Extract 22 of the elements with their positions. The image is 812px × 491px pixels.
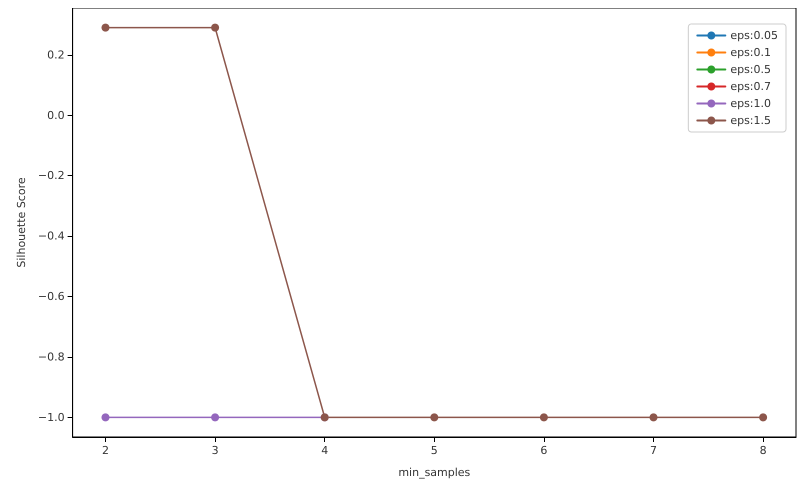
y-tick-label: 0.0 [47,108,65,122]
y-tick-label: 0.2 [47,48,65,62]
y-tick-label: −0.4 [38,230,65,243]
legend-label: eps:0.5 [730,63,772,76]
legend-label: eps:0.05 [730,29,778,42]
y-tick-label: −0.6 [38,290,65,304]
legend-label: eps:1.0 [730,97,772,110]
x-tick-label: 4 [321,444,328,457]
x-tick-label: 2 [102,444,109,457]
x-axis-title: min_samples [398,466,471,479]
legend-label: eps:1.5 [730,114,772,127]
y-tick-label: −0.2 [38,169,65,182]
y-tick-label: −1.0 [38,410,65,424]
x-tick-label: 6 [540,444,548,457]
y-tick-label: −0.8 [38,350,65,364]
x-tick-label: 3 [212,444,219,457]
legend-label: eps:0.7 [730,80,772,93]
legend-label: eps:0.1 [730,46,772,59]
x-tick-label: 5 [430,444,438,457]
y-axis-title: Silhouette Score [15,177,28,268]
x-tick-label: 8 [760,444,767,457]
x-tick-label: 7 [650,444,658,457]
